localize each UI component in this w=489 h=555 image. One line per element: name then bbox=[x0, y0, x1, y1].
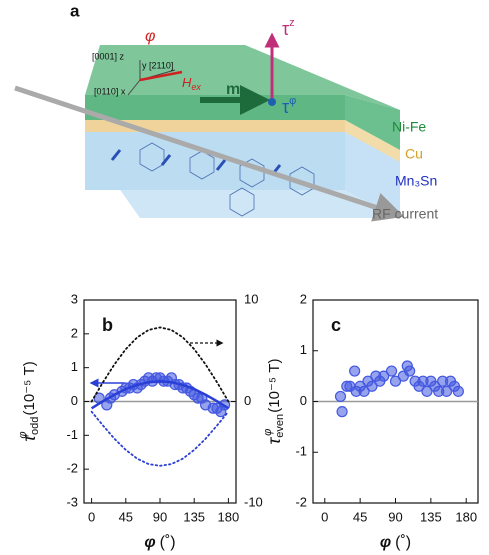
y-tick-label: 0 bbox=[300, 393, 307, 408]
cu-side bbox=[345, 120, 400, 162]
data-point bbox=[385, 365, 398, 377]
y-label-sup: φ bbox=[262, 429, 274, 436]
layer-label: Cu bbox=[405, 146, 423, 162]
x-tick-label: 90 bbox=[388, 509, 402, 524]
axis-label: [0110] x bbox=[94, 86, 126, 96]
y-label-symbol: τ bbox=[19, 434, 39, 442]
m-label: m bbox=[226, 81, 240, 98]
y-tick-label: -3 bbox=[66, 494, 78, 509]
y-tick-label: -2 bbox=[295, 494, 307, 509]
x-label-symbol: φ bbox=[380, 534, 391, 551]
y-label-symbol: τ bbox=[264, 436, 284, 444]
data-point bbox=[404, 365, 416, 377]
y-tick-label: -1 bbox=[66, 427, 78, 442]
x-label-unit: (˚) bbox=[160, 534, 176, 551]
y-tick-label: -2 bbox=[66, 461, 78, 476]
x-tick-label: 45 bbox=[353, 509, 367, 524]
y-tick-label: -1 bbox=[295, 444, 307, 459]
y-axis-label: τoddφ (10⁻⁵ T) bbox=[17, 361, 41, 441]
tau-symbol: τ bbox=[282, 19, 289, 39]
data-point bbox=[334, 390, 347, 403]
x-tick-label: 135 bbox=[183, 509, 205, 524]
x-tick-label: 0 bbox=[321, 509, 328, 524]
y2-tick-label: -10 bbox=[244, 494, 263, 509]
data-point bbox=[421, 385, 433, 397]
y-tick-label: 1 bbox=[300, 342, 307, 357]
y-tick-label: 2 bbox=[71, 325, 78, 340]
fit-line bbox=[90, 379, 230, 410]
panel-label: c bbox=[331, 315, 341, 335]
y-label-sub: even bbox=[274, 414, 286, 438]
mn3sn-layer bbox=[85, 130, 345, 190]
tau-z-label: τz bbox=[282, 17, 295, 39]
layer-label: Ni-Fe bbox=[392, 119, 426, 135]
axis-label: y [2110] bbox=[142, 60, 173, 70]
y-tick-label: 0 bbox=[71, 393, 78, 408]
nife-side bbox=[345, 95, 400, 150]
data-point bbox=[440, 385, 453, 397]
y2-tick-label: 10 bbox=[244, 291, 258, 306]
x-tick-label: 0 bbox=[88, 509, 95, 524]
data-point bbox=[358, 385, 370, 397]
panel-label: a bbox=[70, 1, 80, 20]
data-point bbox=[452, 385, 464, 397]
layer-label: Mn₃Sn bbox=[395, 173, 437, 189]
phi-label: φ bbox=[145, 28, 155, 45]
nife-front bbox=[85, 95, 345, 120]
y-label-sup: φ bbox=[17, 431, 29, 438]
y-label-unit: (10⁻⁵ T) bbox=[21, 361, 38, 415]
y-axis-label: τevenφ (10⁻⁵ T) bbox=[262, 359, 286, 445]
dotted-line bbox=[90, 326, 230, 403]
hex-arrow bbox=[139, 70, 183, 82]
tau-symbol: τ bbox=[282, 97, 289, 117]
data-point bbox=[378, 370, 390, 382]
hex-sub: ex bbox=[191, 82, 201, 92]
schematic: a [0001] z y [2110] [0110] x φ Hex m τz … bbox=[14, 1, 438, 222]
y-tick-label: 2 bbox=[300, 291, 307, 306]
tau-sup: φ bbox=[289, 95, 296, 107]
y2-tick-label: 0 bbox=[244, 393, 251, 408]
y-label-sub: odd bbox=[29, 417, 41, 435]
hex-symbol: H bbox=[182, 75, 192, 90]
data-point bbox=[336, 406, 348, 418]
data-point bbox=[366, 380, 378, 392]
x-axis-label: φ (˚) bbox=[144, 534, 175, 551]
hex-label: Hex bbox=[182, 75, 201, 92]
tau-phi-label: τφ bbox=[282, 95, 296, 117]
tau-sup: z bbox=[289, 17, 295, 29]
y-tick-label: 3 bbox=[71, 291, 78, 306]
x-label-unit: (˚) bbox=[395, 534, 411, 551]
current-arrow bbox=[14, 85, 405, 222]
panel-label: b bbox=[102, 315, 113, 335]
x-tick-label: 90 bbox=[153, 509, 167, 524]
axis-label: [0001] z bbox=[92, 51, 125, 61]
y-tick-label: 1 bbox=[71, 359, 78, 374]
x-label-symbol: φ bbox=[144, 534, 155, 551]
current-label: RF current bbox=[372, 206, 438, 222]
x-tick-label: 135 bbox=[420, 509, 442, 524]
data-point bbox=[349, 365, 361, 377]
axis-y bbox=[127, 79, 141, 96]
data-point bbox=[389, 375, 402, 387]
cu-layer bbox=[85, 120, 345, 132]
dotted-line bbox=[90, 410, 230, 467]
x-tick-label: 180 bbox=[455, 509, 477, 524]
y-label-unit: (10⁻⁵ T) bbox=[266, 359, 283, 413]
x-tick-label: 180 bbox=[218, 509, 240, 524]
x-axis-label: φ (˚) bbox=[380, 534, 411, 551]
x-tick-label: 45 bbox=[119, 509, 133, 524]
nife-top bbox=[85, 45, 400, 110]
tau-phi-dot bbox=[268, 98, 276, 106]
